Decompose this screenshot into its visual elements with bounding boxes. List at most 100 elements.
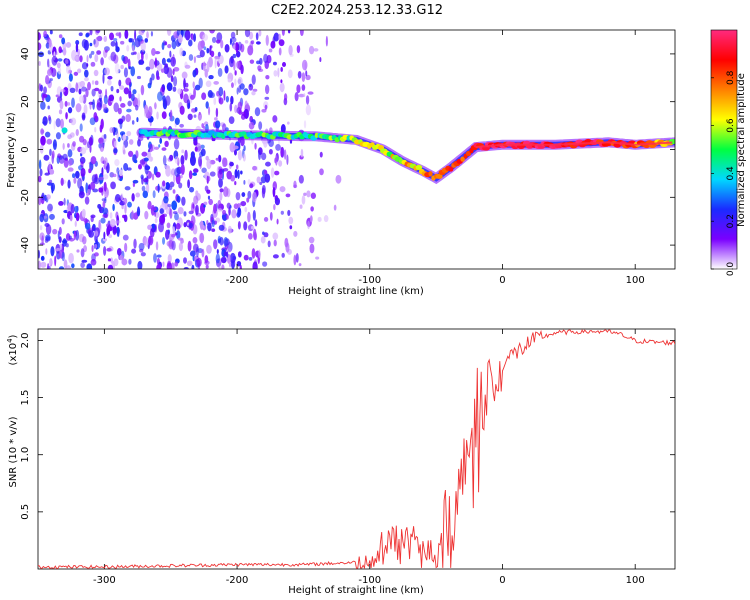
noise-blob	[116, 226, 120, 238]
noise-blob	[286, 154, 289, 166]
noise-blob	[319, 57, 322, 63]
noise-blob	[109, 32, 115, 41]
noise-blob	[223, 251, 228, 257]
noise-blob	[165, 229, 170, 240]
noise-blob	[183, 222, 187, 228]
noise-blob	[319, 151, 323, 158]
noise-blob	[114, 194, 121, 203]
noise-blob	[87, 141, 91, 149]
noise-blob	[193, 195, 199, 205]
noise-blob	[128, 258, 132, 265]
noise-blob	[134, 38, 141, 48]
noise-blob	[145, 182, 150, 194]
noise-blob	[102, 174, 109, 180]
noise-blob	[269, 211, 273, 221]
noise-blob	[134, 30, 137, 41]
spectrogram-ytick-label: -40	[20, 237, 31, 253]
noise-blob	[246, 197, 250, 203]
noise-blob	[333, 204, 337, 211]
noise-blob	[38, 42, 42, 51]
noise-blob	[178, 34, 183, 44]
noise-blob	[183, 257, 187, 264]
noise-blob	[163, 195, 169, 204]
noise-blob	[192, 236, 198, 244]
noise-blob	[46, 138, 53, 145]
noise-blob	[55, 132, 61, 140]
noise-blob	[189, 155, 196, 166]
noise-blob	[244, 206, 248, 213]
noise-blob	[220, 256, 227, 264]
noise-blob	[162, 237, 166, 245]
spectrogram-xtick-label: -100	[358, 275, 381, 286]
noise-blob	[262, 231, 265, 235]
noise-blob	[184, 64, 191, 69]
noise-blob	[154, 50, 161, 55]
noise-blob	[87, 81, 91, 91]
noise-blob	[68, 252, 74, 264]
noise-blob	[188, 54, 194, 61]
noise-blob	[196, 246, 199, 258]
noise-blob	[296, 84, 301, 94]
noise-blob	[65, 243, 69, 248]
noise-blob	[276, 218, 279, 225]
colorbar-label: Normalized spectral amplitude	[736, 73, 747, 227]
noise-blob	[301, 84, 306, 91]
noise-blob	[59, 100, 64, 110]
noise-blob	[60, 89, 66, 93]
noise-blob	[79, 123, 83, 132]
snr-ytick-label: 1.0	[20, 447, 31, 463]
noise-blob	[135, 150, 139, 159]
noise-blob	[67, 106, 73, 114]
noise-blob	[308, 236, 315, 244]
noise-blob	[250, 40, 255, 45]
spectrogram-ytick-label: 40	[20, 48, 31, 61]
noise-blob	[275, 143, 281, 151]
noise-blob	[274, 197, 281, 206]
snr-ylabel: SNR (10 * v/v)	[8, 416, 19, 487]
noise-blob	[43, 30, 48, 38]
noise-blob	[46, 194, 51, 200]
colorbar-tick-label: 0.2	[726, 214, 736, 228]
noise-blob	[55, 247, 61, 252]
noise-blob	[169, 181, 175, 188]
noise-blob	[225, 214, 229, 220]
noise-blob	[154, 57, 158, 68]
noise-blob	[75, 42, 79, 53]
noise-blob	[43, 86, 47, 94]
noise-blob	[264, 170, 268, 175]
noise-blob	[112, 224, 117, 236]
noise-blob	[206, 61, 210, 73]
noise-blob	[65, 112, 68, 120]
noise-blob	[232, 145, 239, 150]
noise-blob	[79, 80, 86, 88]
noise-blob	[278, 160, 283, 167]
noise-blob	[209, 171, 216, 177]
spectrogram-xtick-label: 100	[626, 275, 645, 286]
noise-blob	[129, 139, 134, 145]
noise-blob	[113, 148, 118, 154]
noise-blob	[217, 199, 222, 211]
colorbar-gradient	[711, 30, 737, 269]
noise-blob	[280, 210, 284, 215]
noise-blob	[140, 252, 146, 257]
noise-blob	[67, 143, 70, 148]
noise-blob	[305, 70, 308, 77]
noise-blob	[90, 258, 97, 266]
noise-blob	[192, 88, 196, 99]
noise-blob	[47, 105, 50, 110]
noise-blob	[86, 263, 93, 269]
noise-blob	[200, 40, 205, 49]
noise-blob	[138, 61, 141, 65]
noise-blob	[192, 172, 197, 176]
noise-blob	[130, 52, 135, 56]
noise-blob	[79, 95, 85, 103]
noise-blob	[84, 222, 91, 230]
noise-blob	[181, 149, 185, 154]
noise-blob	[81, 259, 88, 263]
noise-blob	[203, 125, 206, 130]
noise-blob	[66, 265, 71, 269]
noise-blob	[38, 195, 42, 206]
noise-blob	[90, 61, 96, 67]
